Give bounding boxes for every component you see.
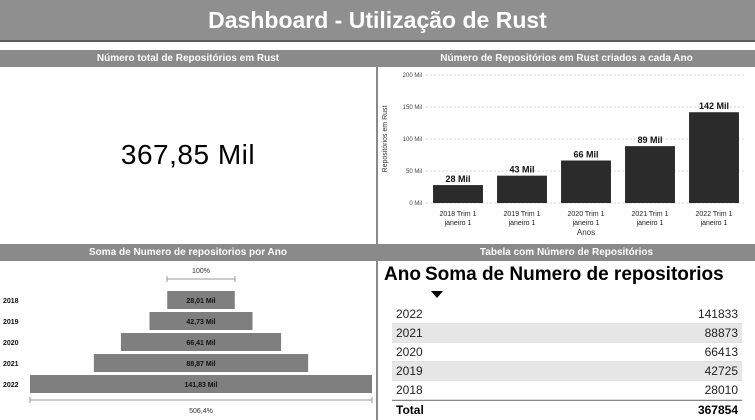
column-header-ano[interactable]: Ano <box>384 264 421 285</box>
data-label: 43 Mil <box>509 165 534 175</box>
cell-year: 2019 <box>396 364 423 378</box>
funnel-category-label: 2019 <box>3 319 19 326</box>
kpi-value: 367,85 Mil <box>120 138 256 170</box>
table-header: Ano Soma de Numero de repositorios <box>384 264 728 286</box>
bar <box>433 185 483 203</box>
x-tick-label: 2021 Trim 1 <box>632 211 669 218</box>
funnel-bottom-percent: 506,4% <box>189 408 213 415</box>
repositories-table-panel[interactable]: Tabela com Número de Repositórios Ano Som… <box>378 244 755 420</box>
data-label: 28 Mil <box>445 174 470 184</box>
x-tick-label: janeiro 1 <box>508 220 536 227</box>
x-tick-label: janeiro 1 <box>700 220 728 227</box>
cell-year: 2022 <box>396 307 423 321</box>
x-tick-label: janeiro 1 <box>572 220 600 227</box>
funnel-bar <box>30 375 372 393</box>
cell-year: 2018 <box>396 383 423 397</box>
funnel-chart-panel[interactable]: Soma de Numero de repositorios por Ano 1… <box>0 244 376 420</box>
funnel-bar-label: 28,01 Mil <box>186 298 215 305</box>
table-row[interactable]: 2022 141833 <box>392 305 742 324</box>
yearly-bar-chart-panel[interactable]: Número de Repositórios em Rust criados a… <box>378 50 755 242</box>
cell-count: 28010 <box>704 383 738 397</box>
x-tick-label: janeiro 1 <box>636 220 664 227</box>
bar <box>497 175 547 203</box>
table-row[interactable]: 2018 28010 <box>392 381 742 400</box>
cell-count: 141833 <box>697 307 738 321</box>
x-tick-label: 2020 Trim 1 <box>568 211 605 218</box>
funnel-category-label: 2021 <box>3 361 19 368</box>
funnel-bar-label: 141,83 Mil <box>184 382 217 389</box>
funnel-category-label: 2018 <box>3 298 19 305</box>
panel-divider <box>376 50 378 420</box>
bar <box>689 112 739 203</box>
dashboard-title: Dashboard - Utilização de Rust <box>0 0 755 42</box>
cell-year: 2020 <box>396 345 423 359</box>
x-axis-title: Anos <box>577 228 595 237</box>
data-label: 66 Mil <box>573 149 598 159</box>
funnel-category-label: 2020 <box>3 340 19 347</box>
funnel-bar-label: 42,73 Mil <box>186 319 215 326</box>
y-tick-label: 50 Mil <box>406 169 422 175</box>
cell-count: 42725 <box>704 364 738 378</box>
funnel-bar <box>120 333 282 351</box>
x-tick-label: 2022 Trim 1 <box>696 211 733 218</box>
y-tick-label: 100 Mil <box>403 137 422 143</box>
funnel-bar-label: 66,41 Mil <box>186 340 215 347</box>
y-tick-label: 150 Mil <box>403 105 422 111</box>
funnel-top-percent: 100% <box>192 268 210 275</box>
table-row[interactable]: 2021 88873 <box>392 324 742 343</box>
data-label: 142 Mil <box>699 101 729 111</box>
table-body: 2022 141833 2021 88873 2020 66413 2019 42725… <box>392 305 742 419</box>
cell-count: 66413 <box>704 345 738 359</box>
kpi-card[interactable]: Número total de Repositórios em Rust 367… <box>0 50 376 242</box>
y-tick-label: 200 Mil <box>403 73 422 79</box>
cell-count: 88873 <box>704 326 738 340</box>
table-row[interactable]: 2019 42725 <box>392 362 742 381</box>
sort-descending-icon[interactable] <box>431 291 443 298</box>
data-label: 89 Mil <box>637 135 662 145</box>
total-value: 367854 <box>697 403 738 417</box>
bar-chart[interactable]: 0 Mil 50 Mil 100 Mil 150 Mil 200 Mil 28 Mil 20… <box>378 67 755 242</box>
table-title: Tabela com Número de Repositórios <box>378 244 755 261</box>
table-row[interactable]: 2020 66413 <box>392 343 742 362</box>
bar-chart-title: Número de Repositórios em Rust criados a… <box>378 50 755 67</box>
kpi-card-title: Número total de Repositórios em Rust <box>0 50 376 67</box>
funnel-bar <box>93 354 309 372</box>
funnel-bar <box>149 312 253 330</box>
total-label: Total <box>396 403 424 417</box>
funnel-category-label: 2022 <box>3 382 19 389</box>
column-header-soma[interactable]: Soma de Numero de repositorios <box>424 264 724 285</box>
funnel-chart[interactable]: 100% 28,01 Mil 2018 42,73 Mil 2019 66,41 Mil 2… <box>0 261 376 420</box>
funnel-bar-label: 88,87 Mil <box>186 361 215 368</box>
funnel-bar <box>167 291 235 309</box>
cell-year: 2021 <box>396 326 423 340</box>
bar <box>561 160 611 203</box>
y-axis-title: Repositórios em Rust <box>382 105 389 172</box>
x-tick-label: janeiro 1 <box>444 220 472 227</box>
y-tick-label: 0 Mil <box>409 201 422 207</box>
bar <box>625 146 675 203</box>
x-tick-label: 2019 Trim 1 <box>504 211 541 218</box>
table-total-row: Total 367854 <box>392 400 742 419</box>
x-tick-label: 2018 Trim 1 <box>440 211 477 218</box>
funnel-chart-title: Soma de Numero de repositorios por Ano <box>0 244 376 261</box>
